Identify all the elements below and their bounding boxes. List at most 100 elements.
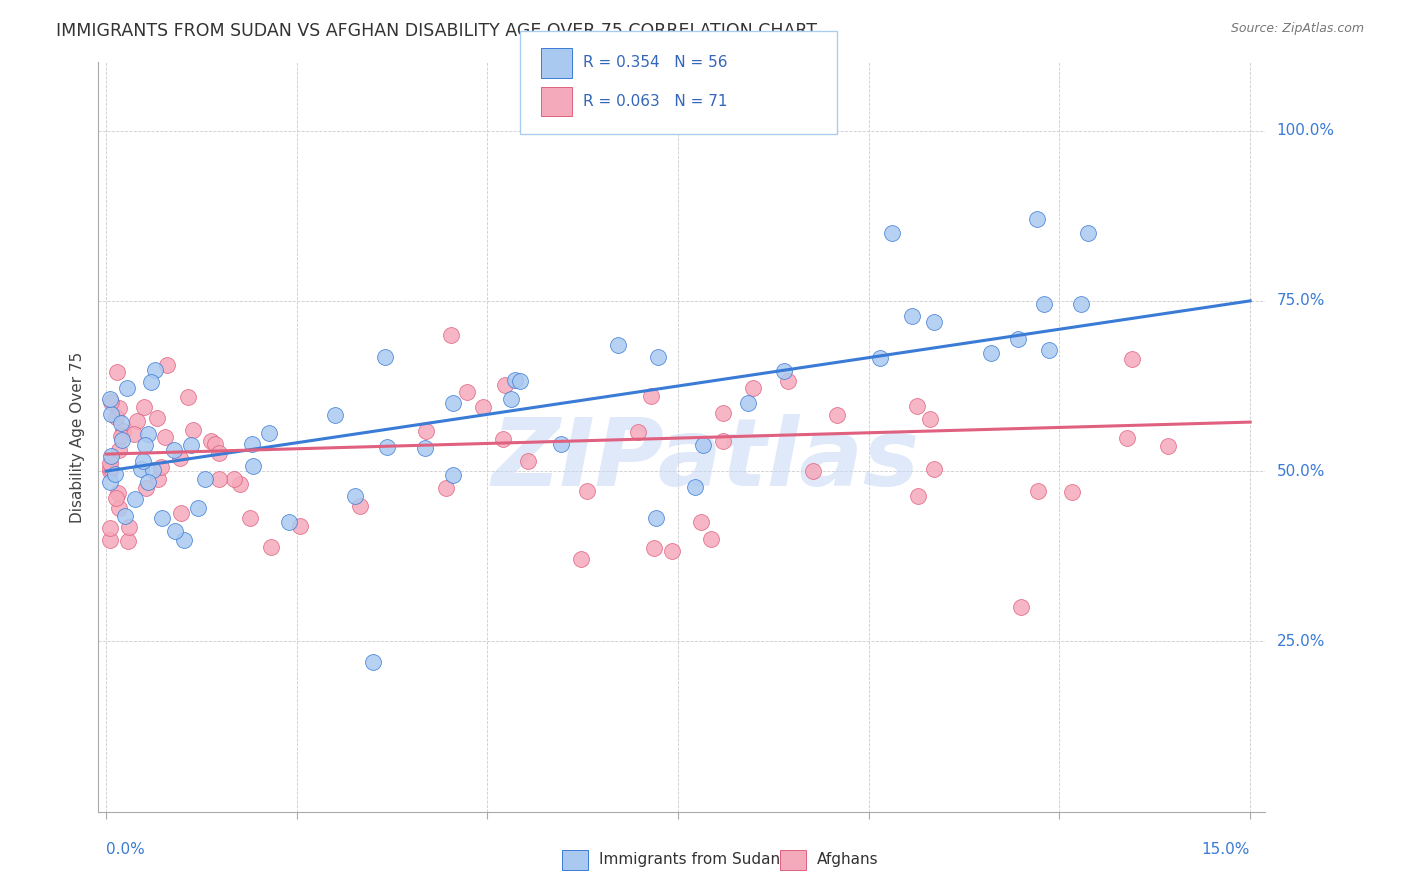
Point [494,378,516,392]
Point [869,351,891,366]
Point [323,408,346,422]
Text: 75.0%: 75.0% [1277,293,1324,309]
Point [288,518,311,533]
Point [129,462,152,476]
Point [132,454,155,468]
Point [100,449,122,463]
Point [907,489,929,503]
Point [200,434,222,448]
Point [501,392,523,406]
Point [661,544,683,558]
Point [778,374,800,388]
Point [920,411,942,425]
Point [260,540,283,554]
Point [278,515,301,529]
Point [153,430,176,444]
Point [374,350,396,364]
Point [569,552,592,566]
Point [576,484,599,499]
Point [456,384,478,399]
Point [741,381,763,395]
Point [1007,332,1029,346]
Point [922,462,945,476]
Point [125,414,148,428]
Point [224,472,246,486]
Point [98,464,121,478]
Point [503,373,526,387]
Point [711,434,734,448]
Point [880,226,903,240]
Point [98,456,121,470]
Text: 15.0%: 15.0% [1202,842,1250,857]
Point [801,464,824,478]
Point [149,460,172,475]
Point [150,511,173,525]
Point [134,401,156,415]
Point [117,534,139,549]
Point [441,467,464,482]
Point [772,364,794,378]
Point [134,437,156,451]
Point [141,376,163,390]
Point [156,359,179,373]
Point [194,472,217,486]
Point [441,395,464,409]
Point [699,532,721,546]
Text: 25.0%: 25.0% [1277,634,1324,648]
Text: ZIPatlas: ZIPatlas [491,414,920,506]
Point [647,350,669,364]
Point [104,467,127,481]
Point [1038,343,1060,357]
Point [606,338,628,352]
Point [471,401,494,415]
Point [980,346,1002,360]
Point [135,481,157,495]
Point [98,521,121,535]
Point [180,438,202,452]
Point [375,440,398,454]
Point [1060,484,1083,499]
Point [1033,297,1056,311]
Point [1121,351,1143,366]
Point [107,486,129,500]
Point [107,401,129,416]
Point [104,409,127,424]
Point [107,500,129,515]
Point [1010,600,1032,615]
Point [162,443,184,458]
Point [825,408,848,422]
Point [413,441,436,455]
Point [905,399,928,413]
Text: Source: ZipAtlas.com: Source: ZipAtlas.com [1230,22,1364,36]
Point [1070,296,1092,310]
Point [181,424,204,438]
Point [115,381,138,395]
Point [690,515,713,529]
Point [138,475,160,489]
Point [112,424,135,438]
Point [122,427,145,442]
Point [114,508,136,523]
Point [208,446,231,460]
Point [165,524,187,539]
Point [434,481,457,495]
Point [105,365,128,379]
Point [643,541,665,556]
Point [148,472,170,486]
Text: Immigrants from Sudan: Immigrants from Sudan [599,853,780,867]
Point [136,427,159,442]
Point [239,511,262,525]
Text: 0.0%: 0.0% [105,842,145,857]
Text: Afghans: Afghans [817,853,879,867]
Text: IMMIGRANTS FROM SUDAN VS AFGHAN DISABILITY AGE OVER 75 CORRELATION CHART: IMMIGRANTS FROM SUDAN VS AFGHAN DISABILI… [56,22,817,40]
Point [107,442,129,457]
Point [901,309,924,323]
Point [173,533,195,547]
Point [922,315,945,329]
Point [711,406,734,420]
Point [98,392,121,407]
Point [1025,212,1047,227]
Point [143,363,166,377]
Point [550,437,572,451]
Point [110,429,132,443]
